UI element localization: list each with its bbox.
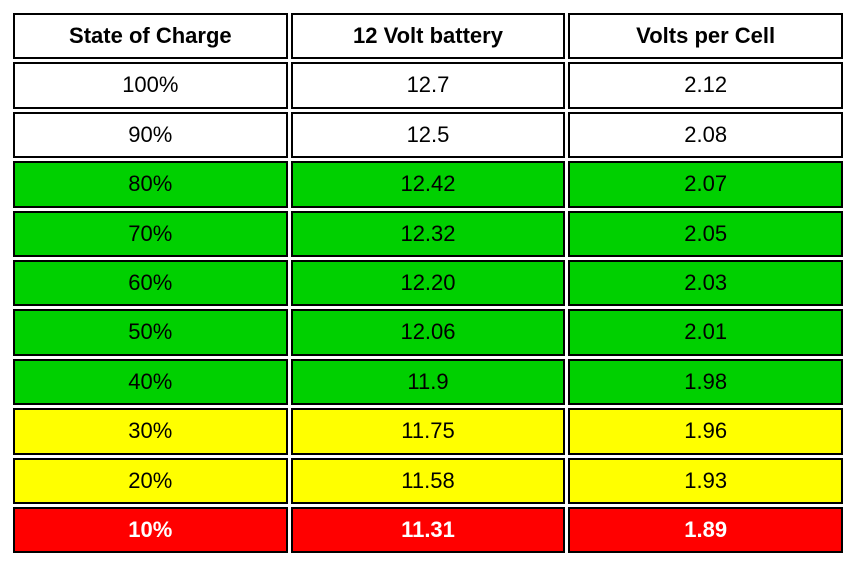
- cell-volts-per-cell: 1.89: [568, 507, 843, 553]
- table-row: 50% 12.06 2.01: [13, 309, 843, 355]
- cell-state-of-charge: 20%: [13, 458, 288, 504]
- cell-state-of-charge: 30%: [13, 408, 288, 454]
- battery-charge-table: State of Charge 12 Volt battery Volts pe…: [10, 10, 846, 556]
- cell-volts-per-cell: 2.05: [568, 211, 843, 257]
- cell-state-of-charge: 50%: [13, 309, 288, 355]
- cell-12-volt: 12.32: [291, 211, 566, 257]
- col-header-volts-per-cell: Volts per Cell: [568, 13, 843, 59]
- table-row: 40% 11.9 1.98: [13, 359, 843, 405]
- col-header-state-of-charge: State of Charge: [13, 13, 288, 59]
- table-header-row: State of Charge 12 Volt battery Volts pe…: [13, 13, 843, 59]
- cell-12-volt: 12.7: [291, 62, 566, 108]
- cell-volts-per-cell: 2.03: [568, 260, 843, 306]
- cell-volts-per-cell: 2.01: [568, 309, 843, 355]
- cell-state-of-charge: 40%: [13, 359, 288, 405]
- cell-volts-per-cell: 2.12: [568, 62, 843, 108]
- table-row: 70% 12.32 2.05: [13, 211, 843, 257]
- cell-12-volt: 12.5: [291, 112, 566, 158]
- cell-12-volt: 12.06: [291, 309, 566, 355]
- table-row: 60% 12.20 2.03: [13, 260, 843, 306]
- table-row: 10% 11.31 1.89: [13, 507, 843, 553]
- cell-state-of-charge: 70%: [13, 211, 288, 257]
- table-row: 30% 11.75 1.96: [13, 408, 843, 454]
- cell-state-of-charge: 90%: [13, 112, 288, 158]
- cell-12-volt: 12.42: [291, 161, 566, 207]
- table-row: 100% 12.7 2.12: [13, 62, 843, 108]
- cell-12-volt: 12.20: [291, 260, 566, 306]
- cell-state-of-charge: 100%: [13, 62, 288, 108]
- cell-12-volt: 11.9: [291, 359, 566, 405]
- cell-state-of-charge: 60%: [13, 260, 288, 306]
- cell-12-volt: 11.58: [291, 458, 566, 504]
- table-row: 20% 11.58 1.93: [13, 458, 843, 504]
- cell-12-volt: 11.75: [291, 408, 566, 454]
- cell-volts-per-cell: 1.96: [568, 408, 843, 454]
- cell-12-volt: 11.31: [291, 507, 566, 553]
- col-header-12-volt-battery: 12 Volt battery: [291, 13, 566, 59]
- table-body: 100% 12.7 2.12 90% 12.5 2.08 80% 12.42 2…: [13, 62, 843, 553]
- cell-volts-per-cell: 1.98: [568, 359, 843, 405]
- table-row: 80% 12.42 2.07: [13, 161, 843, 207]
- cell-state-of-charge: 80%: [13, 161, 288, 207]
- table-row: 90% 12.5 2.08: [13, 112, 843, 158]
- cell-state-of-charge: 10%: [13, 507, 288, 553]
- cell-volts-per-cell: 2.08: [568, 112, 843, 158]
- cell-volts-per-cell: 1.93: [568, 458, 843, 504]
- cell-volts-per-cell: 2.07: [568, 161, 843, 207]
